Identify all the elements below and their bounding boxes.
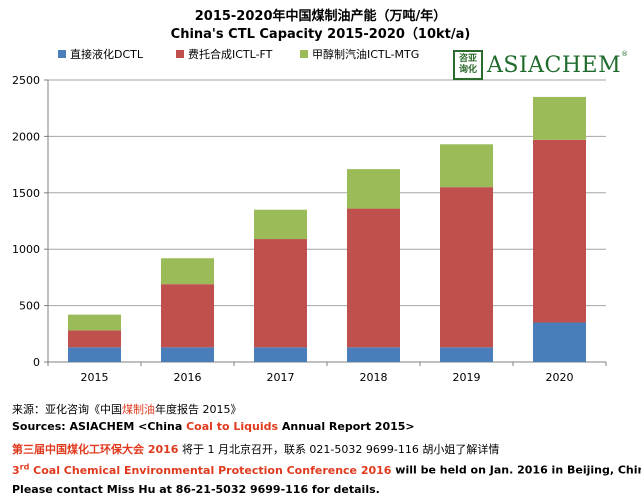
asiachem-logo-text: ASIACHEM <box>487 52 622 78</box>
bar-ictl-ft-2015 <box>67 330 122 348</box>
bar-ictl-mtg-2017 <box>253 209 308 240</box>
y-tick-label: 500 <box>19 300 40 313</box>
y-tick-label: 2500 <box>12 74 40 87</box>
legend-entry: 甲醇制汽油ICTL-MTG <box>312 47 419 61</box>
x-tick-label: 2018 <box>360 371 388 384</box>
asiachem-logo-mark: 咨亚询化 <box>453 50 483 80</box>
bar-ictl-mtg-2015 <box>67 314 122 331</box>
legend-swatch <box>58 50 66 58</box>
asiachem-logo: 咨亚询化 ASIACHEM ® <box>453 48 628 82</box>
bar-dctl-2019 <box>439 347 494 362</box>
x-tick-label: 2016 <box>174 371 202 384</box>
x-tick-label: 2015 <box>81 371 109 384</box>
bar-dctl-2020 <box>532 322 587 362</box>
y-tick-label: 1500 <box>12 187 40 200</box>
legend-entry: 直接液化DCTL <box>70 47 144 61</box>
bar-dctl-2017 <box>253 347 308 362</box>
bar-dctl-2018 <box>346 347 401 362</box>
y-tick-label: 0 <box>33 356 40 369</box>
contact-note: Please contact Miss Hu at 86-21-5032 969… <box>12 483 380 496</box>
bar-ictl-ft-2018 <box>346 208 401 348</box>
bar-dctl-2016 <box>160 347 215 362</box>
x-tick-label: 2017 <box>267 371 295 384</box>
chart-title-cn: 2015-2020年中国煤制油产能（万吨/年） <box>194 9 447 24</box>
bar-ictl-ft-2016 <box>160 284 215 348</box>
legend-swatch <box>300 50 308 58</box>
chart-title-en: China's CTL Capacity 2015-2020（10kt/a) <box>170 27 471 42</box>
x-tick-label: 2020 <box>546 371 574 384</box>
bar-ictl-ft-2019 <box>439 187 494 348</box>
bar-ictl-mtg-2019 <box>439 144 494 188</box>
legend-swatch <box>176 50 184 58</box>
y-tick-label: 1000 <box>12 243 40 256</box>
legend-entry: 费托合成ICTL-FT <box>188 47 273 61</box>
conference-note-en: 3rd Coal Chemical Environmental Protecti… <box>12 462 641 477</box>
bar-dctl-2015 <box>67 347 122 362</box>
y-tick-label: 2000 <box>12 130 40 143</box>
source-note-en: Sources: ASIACHEM <China Coal to Liquids… <box>12 420 415 433</box>
source-note-cn: 来源：亚化咨询《中国煤制油年度报告 2015》 <box>12 403 242 416</box>
bar-ictl-mtg-2018 <box>346 169 401 209</box>
registered-mark: ® <box>621 50 629 58</box>
x-tick-label: 2019 <box>453 371 481 384</box>
conference-note-cn: 第三届中国煤化工环保大会 2016 将于 1 月北京召开，联系 021-5032… <box>12 443 500 456</box>
bar-ictl-ft-2017 <box>253 239 308 348</box>
bar-ictl-mtg-2016 <box>160 258 215 285</box>
bar-ictl-mtg-2020 <box>532 96 587 140</box>
bar-ictl-ft-2020 <box>532 139 587 323</box>
stacked-bar-chart: 0 500 1000 1500 2000 2500 2015 2016 2017 2018 2019… <box>12 47 607 384</box>
